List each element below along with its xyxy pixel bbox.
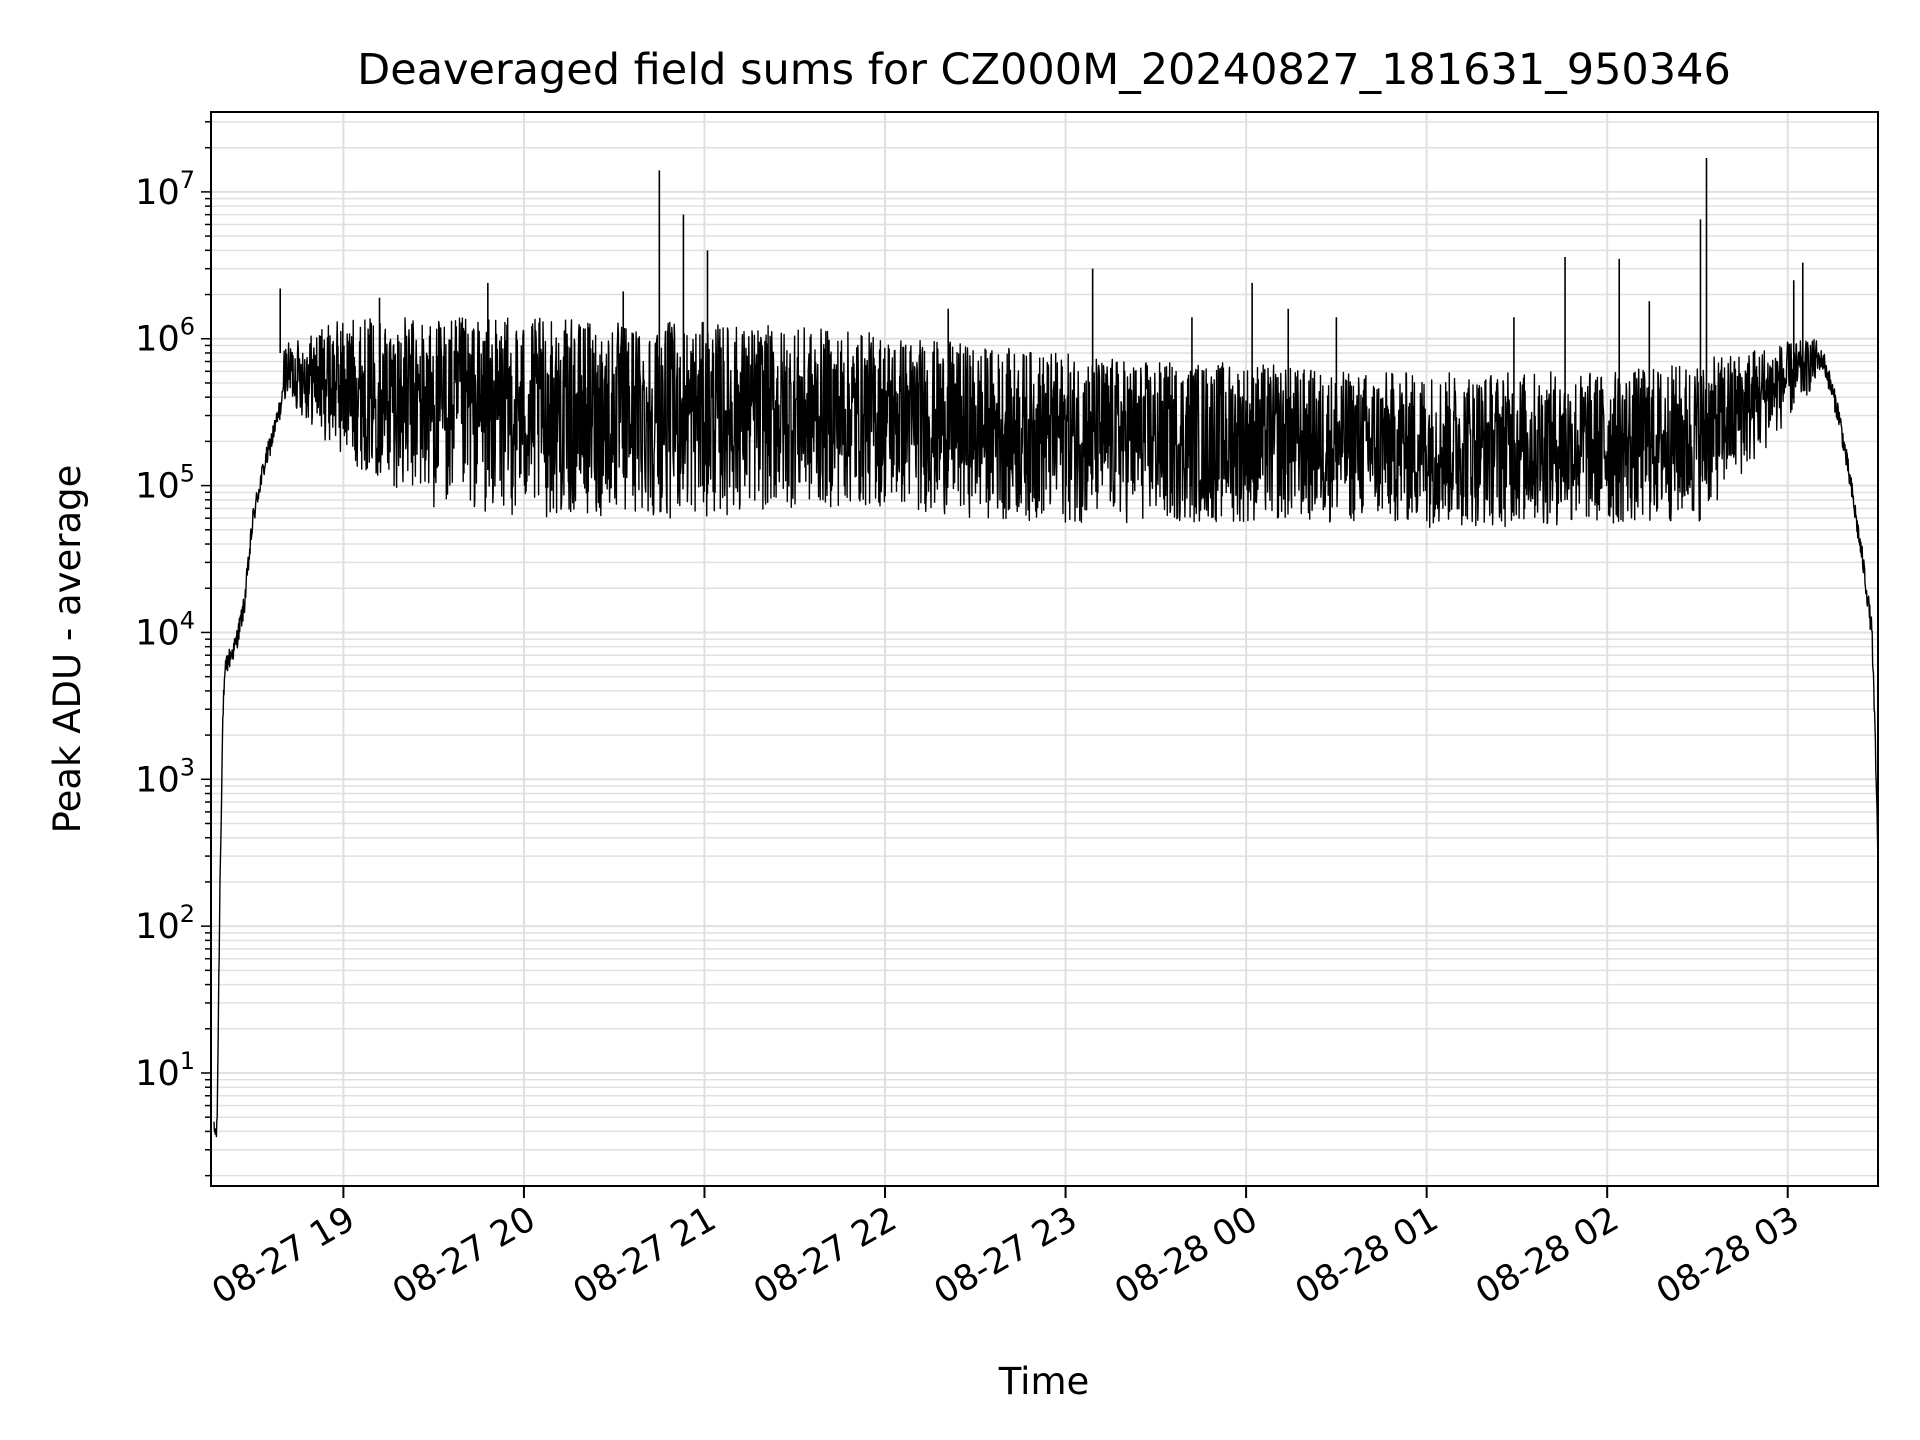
y-tick-label-base: 10 — [135, 613, 180, 653]
y-tick-label-base: 10 — [135, 173, 180, 213]
plot-frame — [210, 111, 1879, 1187]
x-axis-label: Time — [998, 1360, 1090, 1403]
y-tick-label-exponent: 4 — [180, 606, 195, 634]
y-tick-label: 107 — [135, 166, 195, 213]
y-axis-label: Peak ADU - average — [46, 465, 89, 834]
y-tick-label-exponent: 6 — [180, 313, 195, 341]
chart-title: Deaveraged field sums for CZ000M_2024082… — [357, 45, 1731, 95]
series-line — [213, 317, 1878, 1138]
y-tick-label-base: 10 — [135, 320, 180, 360]
y-tick-label-base: 10 — [135, 467, 180, 507]
y-tick-label: 105 — [135, 460, 195, 507]
y-tick-label-exponent: 7 — [180, 166, 195, 194]
plot-area — [213, 158, 1878, 1138]
y-tick-label: 103 — [135, 753, 195, 800]
y-tick-label: 101 — [135, 1047, 195, 1094]
y-tick-label-base: 10 — [135, 1054, 180, 1094]
y-tick-label-exponent: 5 — [180, 460, 195, 488]
y-tick-label-exponent: 2 — [180, 900, 195, 928]
y-tick-label-base: 10 — [135, 760, 180, 800]
y-tick-label-exponent: 3 — [180, 753, 195, 781]
y-tick-label: 102 — [135, 900, 195, 947]
y-tick-label-exponent: 1 — [180, 1047, 195, 1075]
y-tick-label: 104 — [135, 606, 195, 653]
y-tick-label: 106 — [135, 313, 195, 360]
y-tick-label-base: 10 — [135, 907, 180, 947]
